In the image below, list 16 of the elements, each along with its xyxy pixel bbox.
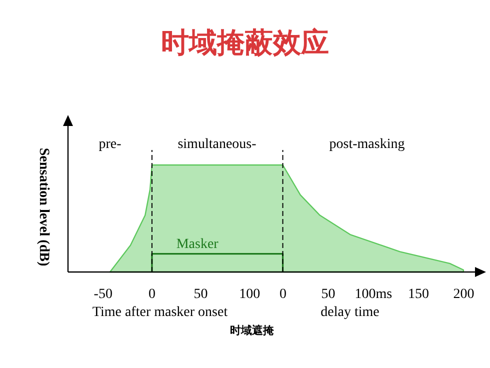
text: 时域遮掩 (230, 324, 275, 337)
y-axis-title: Sensation level (dB) (36, 148, 51, 266)
x2-tick-label: 200 (453, 287, 474, 302)
text: pre- (98, 137, 122, 152)
x-tick-label: 0 (148, 287, 156, 302)
text: simultaneous- (178, 137, 257, 152)
series-label: Masker (176, 236, 219, 252)
x-axis-title: Time after masker onset (92, 305, 228, 320)
x2-axis-title: delay time (320, 305, 380, 320)
x-tick-label: 100 (239, 287, 260, 302)
text: post-masking (329, 137, 405, 152)
x-tick-label: -50 (94, 287, 112, 302)
x-tick-label: 50 (194, 287, 208, 302)
chart-title: 时域掩蔽效应 (161, 26, 329, 59)
x2-tick-label: 100ms (354, 287, 392, 302)
x2-tick-label: 150 (408, 287, 430, 302)
